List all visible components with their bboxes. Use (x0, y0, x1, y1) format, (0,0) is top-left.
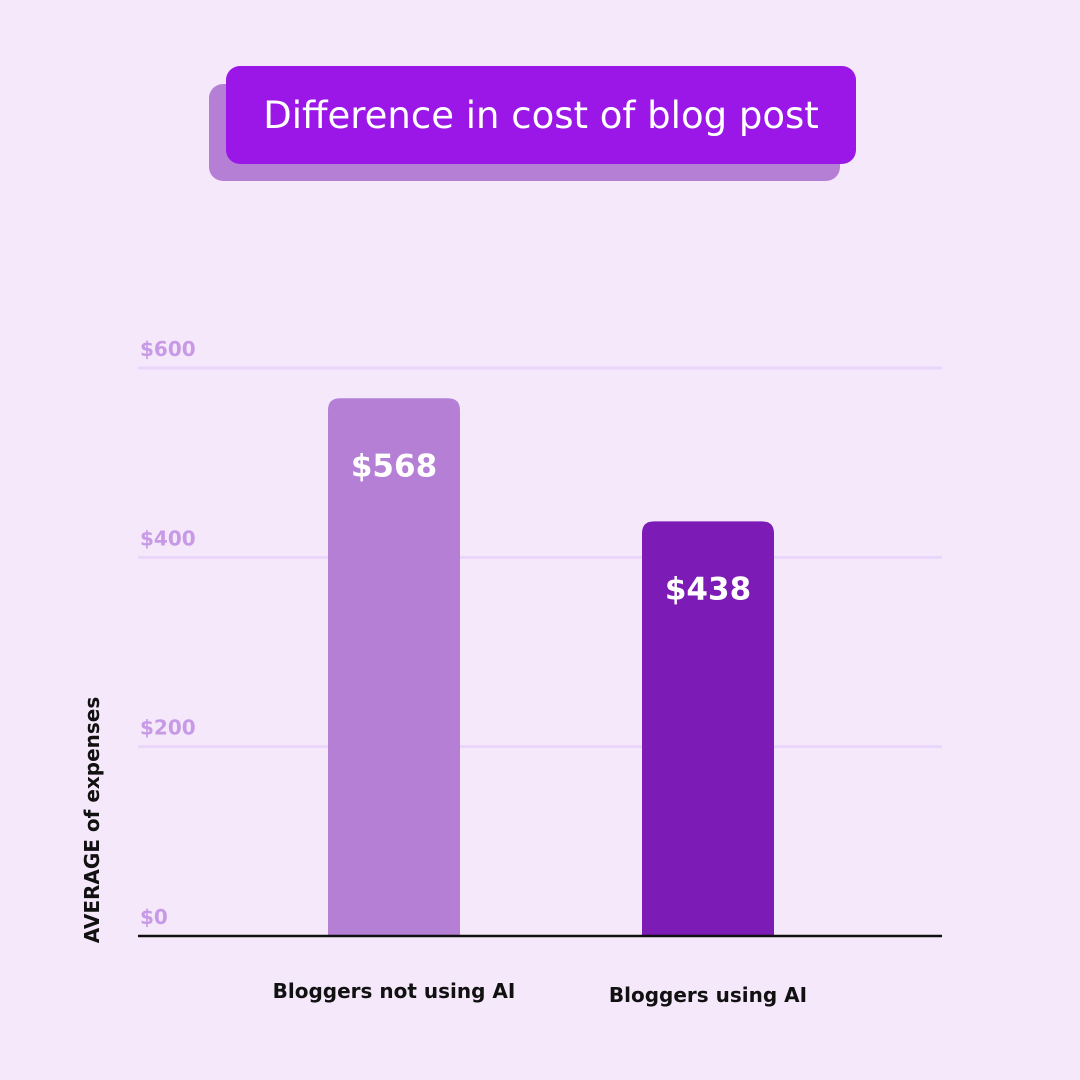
bars (328, 398, 774, 936)
y-tick-label: $0 (140, 905, 168, 929)
bar (328, 398, 460, 936)
chart-title: Difference in cost of blog post (263, 93, 819, 137)
bar (642, 521, 774, 936)
y-tick-label: $600 (140, 337, 196, 361)
value-labels: $568 $438 (351, 448, 751, 607)
bar-value-label: $568 (351, 448, 437, 484)
category-label: Bloggers using AI (609, 983, 807, 1007)
category-label: Bloggers not using AI (273, 979, 516, 1003)
y-tick-label: $400 (140, 526, 196, 550)
gridlines (138, 366, 942, 749)
y-tick-labels: $0 $200 $400 $600 (140, 337, 196, 929)
category-labels: Bloggers not using AI Bloggers using AI (273, 979, 807, 1007)
bar-value-label: $438 (665, 571, 751, 607)
title-box: Difference in cost of blog post (226, 66, 856, 164)
y-tick-label: $200 (140, 716, 196, 740)
y-axis-title: AVERAGE of expenses (80, 697, 104, 944)
